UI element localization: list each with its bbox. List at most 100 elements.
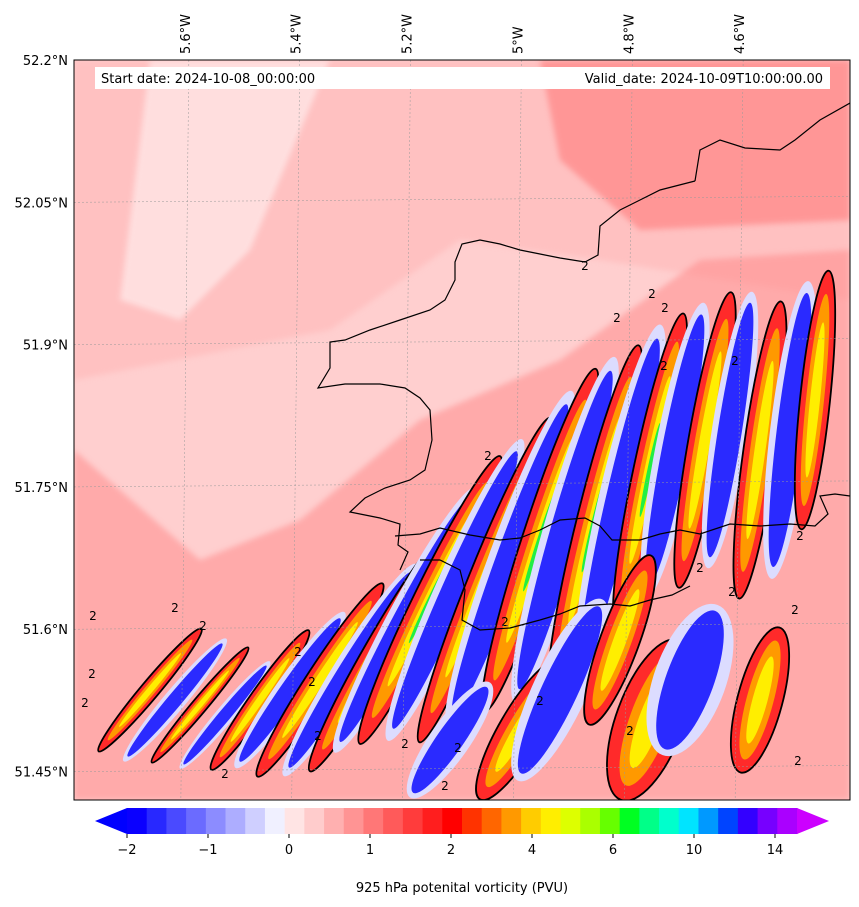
pv-high-core xyxy=(805,322,825,478)
colorbar-tick-label: 2 xyxy=(447,843,455,858)
pv-high-core xyxy=(119,653,181,727)
low-pv-core xyxy=(411,686,489,794)
colorbar-tick-label: 14 xyxy=(767,843,784,858)
longitude-tick-label: 5.4°W xyxy=(290,14,305,54)
contour-label: 2 xyxy=(441,779,449,793)
colorbar-segment xyxy=(599,808,621,834)
contour-label: 2 xyxy=(401,737,409,751)
latitude-tick-label: 51.6°N xyxy=(23,623,68,638)
latitude-tick-labels: 52.2°N 52.05°N 51.9°N 51.75°N 51.6°N 51.45°N xyxy=(15,54,68,781)
colorbar-segment xyxy=(402,808,424,834)
meridian-gridline xyxy=(624,60,633,800)
low-pv-core xyxy=(580,338,660,662)
longitude-tick-label: 4.6°W xyxy=(733,14,748,54)
colorbar-tick-label: 1 xyxy=(366,843,374,858)
pv-high-core xyxy=(600,589,640,691)
colorbar-tick-label: 6 xyxy=(609,843,617,858)
latitude-tick-label: 51.45°N xyxy=(15,766,68,781)
low-pv-core xyxy=(239,618,341,762)
colorbar-segment xyxy=(462,808,483,834)
map-gridlines xyxy=(74,60,850,800)
meridian-gridline xyxy=(402,60,411,800)
low-pv-core xyxy=(127,643,223,757)
colorbar-segment xyxy=(757,808,778,834)
parallel-gridline xyxy=(74,338,850,345)
colorbar-tick-label: −1 xyxy=(198,843,217,858)
colorbar-segment xyxy=(383,808,404,834)
meridian-gridline xyxy=(180,60,190,800)
low-pv-streak xyxy=(574,324,666,676)
contour-label: 2 xyxy=(81,696,89,710)
coastline xyxy=(316,102,850,631)
contour-label: 2 xyxy=(648,287,656,301)
contour-label: 2 xyxy=(791,603,799,617)
colorbar-segment xyxy=(284,808,305,834)
high-pv-streak xyxy=(255,582,385,778)
high-pv-streak xyxy=(793,269,837,531)
low-pv-streak xyxy=(179,661,271,769)
contour-label: 2 xyxy=(88,667,96,681)
colorbar-tick-labels: −2 −1 0 1 2 4 6 10 14 xyxy=(117,834,783,858)
pv-field: 2 2 2 2 2 2 2 2 2 2 2 2 2 2 2 2 2 2 2 2 2 2 2 2 2 2 2 xyxy=(74,60,850,800)
low-pv-core xyxy=(706,302,754,558)
colorbar-segment xyxy=(481,808,503,834)
low-pv-core xyxy=(451,404,569,716)
colorbar-over-arrow xyxy=(797,808,829,834)
colorbar-segment xyxy=(264,808,286,834)
pv-high-core xyxy=(746,656,774,744)
colorbar-segment xyxy=(659,808,680,834)
low-pv-core xyxy=(517,370,613,690)
meridian-gridline xyxy=(734,60,744,800)
parallel-gridline xyxy=(74,622,850,630)
parallel-gridline xyxy=(74,765,850,772)
pv-high-core xyxy=(171,670,229,740)
low-pv-streak xyxy=(122,638,228,762)
high-pv-streak xyxy=(150,646,250,764)
colorbar-segment xyxy=(521,808,542,834)
contour-label: 2 xyxy=(89,609,97,623)
contour-label: 2 xyxy=(728,585,736,599)
contour-label: 2 xyxy=(484,449,492,463)
contour-label: 2 xyxy=(581,259,589,273)
colorbar-segment xyxy=(304,808,325,834)
pv-high-core xyxy=(688,351,722,529)
contour-label: 2 xyxy=(613,311,621,325)
colorbar-tick-label: 4 xyxy=(528,843,536,858)
colorbar-segment xyxy=(205,808,227,834)
pv-map-area: 2 2 2 2 2 2 2 2 2 2 2 2 2 2 2 2 2 2 2 2 2 2 2 2 2 2 2 xyxy=(74,60,850,800)
contour-label: 2 xyxy=(794,754,802,768)
high-pv-streak xyxy=(209,629,311,771)
colorbar-tick-label: −2 xyxy=(117,843,136,858)
colorbar-segment xyxy=(540,808,562,834)
low-pv-streak xyxy=(646,603,734,757)
colorbar-segment xyxy=(560,808,581,834)
low-pv-core xyxy=(656,610,724,750)
contour-label: 2 xyxy=(796,529,804,543)
colorbar-tick-label: 10 xyxy=(686,843,703,858)
contour-label: 2 xyxy=(626,724,634,738)
meridian-gridline xyxy=(513,60,522,800)
colorbar-segments xyxy=(127,808,798,834)
colorbar-segment xyxy=(777,808,798,834)
low-pv-streak xyxy=(385,439,525,741)
colorbar: −2 −1 0 1 2 4 6 10 14 925 hPa potenital vorticit… xyxy=(95,808,829,896)
low-pv-streak xyxy=(406,681,494,799)
low-pv-streak xyxy=(763,281,817,579)
contour-label: 2 xyxy=(199,619,207,633)
colorbar-segment xyxy=(580,808,601,834)
contour-label: 2 xyxy=(501,615,509,629)
colorbar-segment xyxy=(186,808,207,834)
low-pv-streak xyxy=(701,291,759,569)
colorbar-segment xyxy=(422,808,443,834)
contour-label: 2 xyxy=(221,767,229,781)
contour-label: 2 xyxy=(731,354,739,368)
low-pv-streak xyxy=(511,598,609,782)
colorbar-segment xyxy=(442,808,463,834)
contour-label: 2 xyxy=(171,601,179,615)
low-pv-streak xyxy=(511,356,619,704)
latitude-tick-label: 52.2°N xyxy=(23,54,68,69)
low-pv-core xyxy=(392,451,518,729)
longitude-tick-label: 5°W xyxy=(511,26,526,54)
colorbar-segment xyxy=(225,808,246,834)
colorbar-segment xyxy=(501,808,522,834)
